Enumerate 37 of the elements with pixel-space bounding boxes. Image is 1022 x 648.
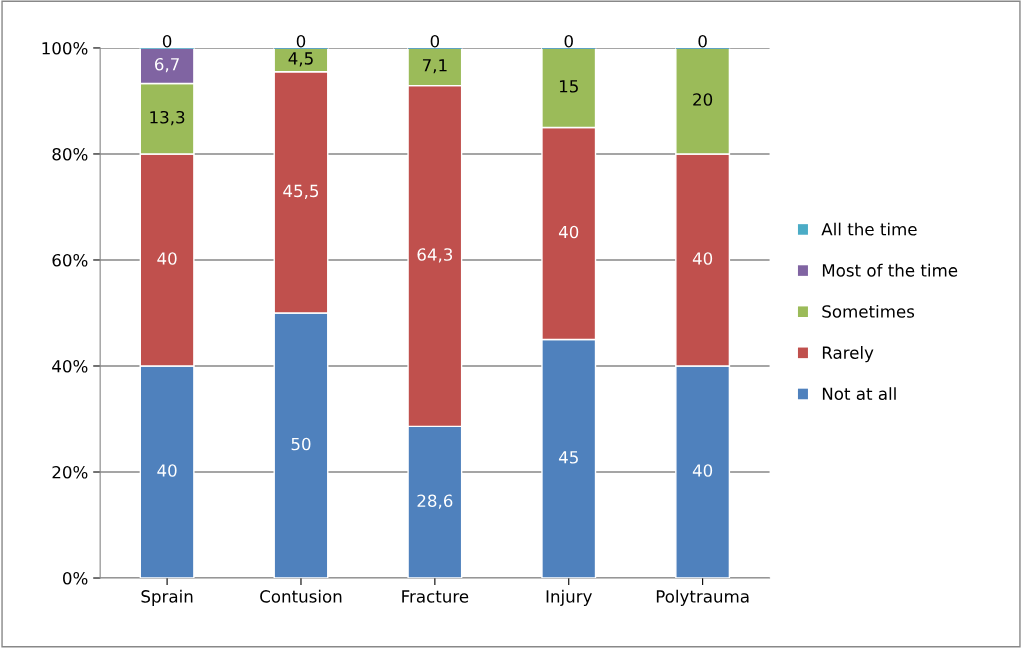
- data-label: 0: [564, 34, 573, 48]
- data-label: 40: [157, 252, 177, 265]
- y-tick-label: 60%: [52, 253, 88, 267]
- x-tick-label: Fracture: [402, 590, 469, 603]
- x-tick-label: Injury: [546, 589, 592, 606]
- data-label: 40: [157, 464, 177, 477]
- y-tick-label: 0%: [63, 571, 88, 585]
- y-tick-label: 80%: [52, 147, 88, 161]
- legend-label: Sometimes: [822, 304, 915, 318]
- data-label: 45,5: [283, 184, 319, 199]
- data-label: 50: [291, 437, 311, 451]
- data-label: 0: [296, 34, 306, 48]
- y-tick-label: 100%: [42, 41, 88, 55]
- data-label: 28,6: [417, 494, 453, 509]
- x-tick-label: Polytrauma: [656, 589, 749, 606]
- data-label: 40: [558, 225, 579, 239]
- data-label: 7,1: [422, 59, 447, 74]
- legend-label: Most of the time: [822, 263, 958, 277]
- data-label: 40: [692, 252, 713, 265]
- data-label: 40: [692, 464, 713, 477]
- data-label: 45: [558, 451, 578, 464]
- legend-label: Rarely: [822, 346, 874, 363]
- data-label: 15: [559, 80, 578, 93]
- x-tick-label: Contusion: [260, 589, 342, 603]
- data-label: 0: [430, 34, 440, 48]
- y-tick-label: 40%: [52, 359, 88, 373]
- legend-label: Not at all: [822, 387, 896, 401]
- data-label: 20: [693, 93, 713, 106]
- legend-label: All the time: [821, 222, 917, 236]
- x-tick-label: Sprain: [141, 589, 193, 606]
- data-label: 0: [162, 34, 172, 48]
- y-tick-label: 20%: [52, 465, 88, 479]
- data-label: 0: [698, 34, 707, 48]
- data-label: 4,5: [288, 52, 313, 67]
- data-label: 13,3: [150, 110, 185, 126]
- data-label: 6,7: [155, 57, 179, 73]
- data-label: 64,3: [417, 248, 453, 263]
